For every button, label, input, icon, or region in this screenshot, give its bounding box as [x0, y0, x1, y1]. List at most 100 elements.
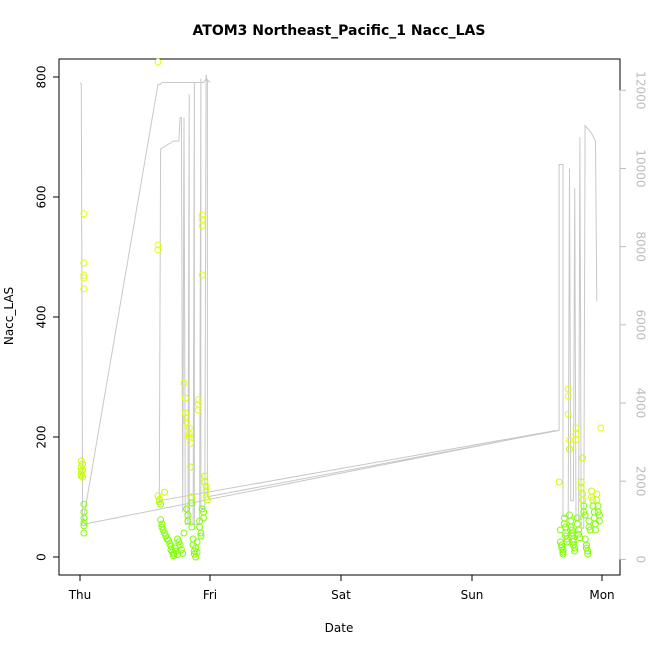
data-point [157, 516, 165, 524]
data-point [203, 496, 211, 504]
data-point [176, 541, 184, 549]
data-point [194, 406, 202, 414]
data-point [179, 549, 187, 557]
data-point [595, 517, 603, 525]
data-point [579, 490, 586, 498]
x-tick-label: Sat [331, 588, 351, 602]
data-point [576, 534, 584, 542]
data-point [201, 478, 209, 486]
x-tick-label: Sun [461, 588, 484, 602]
y-axis-right: 0 2000 4000 6000 8000 10000 12000 [619, 71, 648, 564]
data-point [581, 511, 589, 519]
data-point [157, 500, 165, 508]
data-point [80, 210, 88, 218]
data-point [567, 517, 575, 525]
data-point [564, 385, 572, 393]
x-axis-label: Date [325, 621, 354, 635]
data-point [202, 482, 210, 490]
data-point [80, 529, 88, 537]
data-point [566, 511, 573, 519]
data-point [154, 246, 162, 254]
y-axis-label: Nacc_LAS [2, 287, 16, 345]
data-point [80, 514, 88, 522]
data-point [180, 529, 188, 537]
y-tick-label: 800 [35, 66, 49, 89]
data-point [193, 548, 201, 556]
data-point [566, 436, 573, 444]
y2-tick-label: 10000 [634, 149, 648, 187]
data-point [184, 517, 192, 525]
data-point [579, 454, 586, 462]
data-point [556, 526, 564, 534]
data-point [185, 430, 193, 438]
data-point [183, 418, 191, 426]
data-point [593, 490, 601, 498]
data-point [194, 396, 202, 404]
data-point [80, 274, 88, 282]
data-point [571, 547, 579, 555]
data-point [559, 550, 567, 558]
data-point [80, 522, 88, 530]
y-tick-label: 0 [35, 553, 49, 561]
data-point [575, 530, 583, 538]
x-axis: Thu Fri Sat Sun Mon [68, 574, 615, 602]
data-point [188, 523, 196, 531]
data-point [188, 499, 196, 507]
y-axis-left: 0 200 400 600 800 [35, 66, 60, 561]
data-point [80, 500, 88, 508]
series-line-bursts [83, 74, 598, 529]
data-point [558, 541, 566, 549]
data-point [564, 410, 572, 418]
data-point [80, 285, 88, 293]
data-point [198, 271, 206, 279]
data-point [80, 259, 88, 267]
y2-tick-label: 4000 [634, 388, 648, 419]
data-point [572, 436, 580, 444]
data-point [155, 495, 163, 503]
data-point [593, 496, 601, 504]
data-point [196, 523, 204, 531]
data-point [79, 473, 87, 481]
data-point [197, 529, 205, 537]
data-point [177, 546, 185, 554]
data-point [592, 526, 599, 534]
data-point [154, 241, 162, 249]
series-line-top [79, 77, 211, 525]
data-point [192, 553, 200, 561]
data-point [181, 409, 189, 417]
data-point [575, 526, 583, 534]
data-point [579, 496, 586, 504]
y-tick-label: 400 [35, 306, 49, 329]
data-point [172, 547, 180, 555]
data-point [79, 466, 87, 474]
data-point [566, 445, 573, 453]
data-point [154, 492, 162, 500]
data-point [555, 478, 563, 486]
data-point [161, 488, 168, 496]
data-point [198, 211, 206, 219]
data-point [597, 424, 605, 432]
data-point [180, 379, 188, 387]
chart-title: ATOM3 Northeast_Pacific_1 Nacc_LAS [193, 23, 486, 39]
data-point [559, 546, 567, 554]
data-point [571, 544, 579, 552]
y-tick-label: 600 [35, 186, 49, 209]
x-tick-label: Thu [68, 588, 92, 602]
data-point [200, 514, 207, 522]
x-tick-label: Mon [589, 588, 614, 602]
y2-tick-label: 2000 [634, 466, 648, 497]
data-point [573, 520, 581, 528]
data-point [80, 271, 88, 279]
y-tick-label: 200 [35, 426, 49, 449]
data-point [197, 532, 205, 540]
y2-tick-label: 8000 [634, 231, 648, 262]
data-point [181, 394, 189, 402]
y2-tick-label: 0 [634, 556, 648, 564]
data-point [154, 58, 162, 66]
x-tick-label: Fri [203, 588, 217, 602]
data-point [164, 536, 172, 544]
data-point [187, 463, 194, 471]
series-layer [77, 58, 605, 561]
y2-tick-label: 12000 [634, 71, 648, 109]
